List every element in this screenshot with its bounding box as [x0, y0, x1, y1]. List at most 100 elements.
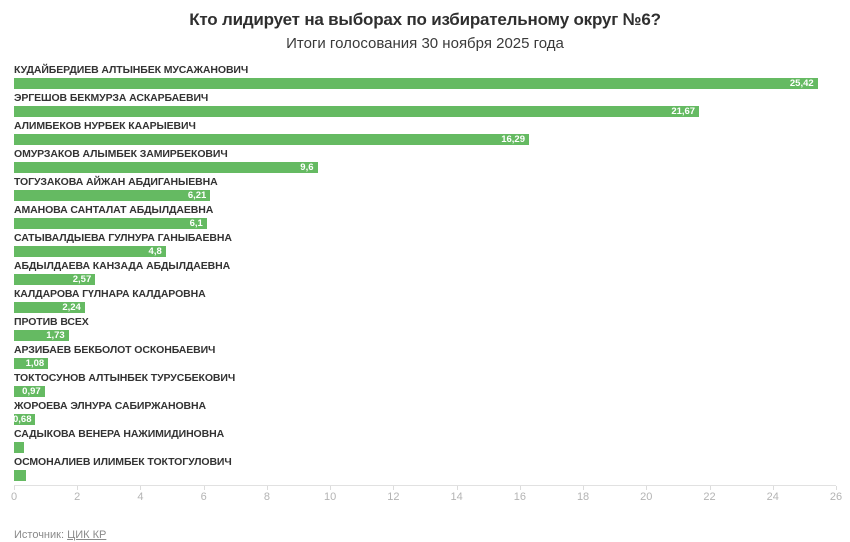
candidate-label: САДЫКОВА ВЕНЕРА НАЖИМИДИНОВНА [14, 428, 225, 440]
x-axis-tick-mark [203, 486, 205, 490]
x-axis: 0 2 4 6 8 10 12 14 16 18 20 22 24 26 [11, 485, 842, 508]
candidate-label: АМАНОВА САНТАЛАТ АБДЫЛДАЕВНА [14, 204, 214, 216]
bar-row: ТОГУЗАКОВА АЙЖАН АБДИГАНЫЕВНА 6,21 [14, 176, 836, 204]
bar-row: АБДЫЛДАЕВА КАНЗАДА АБДЫЛДАЕВНА 2,57 [14, 260, 836, 288]
bar-chart: КУДАЙБЕРДИЕВ АЛТЫНБЕК МУСАЖАНОВИЧ 25,42 … [11, 64, 842, 508]
chart-header: Кто лидирует на выборах по избирательном… [0, 0, 850, 53]
x-axis-tick-mark [709, 486, 711, 490]
bars-area: КУДАЙБЕРДИЕВ АЛТЫНБЕК МУСАЖАНОВИЧ 25,42 … [12, 64, 836, 484]
bar-value-label: 2,57 [72, 274, 92, 285]
x-axis-tick-label: 8 [263, 491, 270, 503]
bar-track: 16,29 [14, 134, 836, 145]
x-axis-tick-mark [519, 486, 521, 490]
x-axis-tick-label: 18 [576, 491, 590, 503]
bar-row: АРЗИБАЕВ БЕКБОЛОТ ОСКОНБАЕВИЧ 1,08 [14, 344, 836, 372]
candidate-label: ОМУРЗАКОВ АЛЫМБЕК ЗАМИРБЕКОВИЧ [14, 148, 228, 160]
x-axis-tick-label: 20 [640, 491, 653, 503]
candidate-label: ТОКТОСУНОВ АЛТЫНБЕК ТУРУСБЕКОВИЧ [14, 372, 236, 384]
x-axis-tick-label: 22 [703, 491, 716, 503]
bar-value-label: 6,1 [189, 218, 203, 229]
candidate-label: ПРОТИВ ВСЕХ [14, 316, 89, 328]
x-axis-tick-mark [646, 486, 648, 490]
bar: 2,57 [14, 274, 96, 285]
candidate-label: ЖОРОЕВА ЭЛНУРА САБИРЖАНОВНА [14, 400, 206, 412]
bar-row: САДЫКОВА ВЕНЕРА НАЖИМИДИНОВНА [14, 428, 836, 456]
bar: 6,21 [14, 190, 211, 201]
candidate-label: ЭРГЕШОВ БЕКМУРЗА АСКАРБАЕВИЧ [14, 92, 209, 104]
bar-track: 9,6 [14, 162, 836, 173]
bar-value-label: 9,6 [300, 162, 314, 173]
bar: 21,67 [14, 106, 700, 117]
bar-value-label: 1,73 [46, 330, 65, 341]
bar-value-label: 0,68 [12, 414, 32, 425]
bar-track: 25,42 [14, 78, 836, 89]
candidate-label: ОСМОНАЛИЕВ ИЛИМБЕК ТОКТОГУЛОВИЧ [14, 456, 232, 468]
candidate-label: САТЫВАЛДЫЕВА ГУЛНУРА ГАНЫБАЕВНА [14, 232, 232, 244]
source-label: Источник: ЦИК КР [14, 528, 850, 542]
bar-row: ОМУРЗАКОВ АЛЫМБЕК ЗАМИРБЕКОВИЧ 9,6 [14, 148, 836, 176]
bar-track [14, 470, 836, 481]
source-prefix: Источник: [14, 529, 65, 541]
bar-row: САТЫВАЛДЫЕВА ГУЛНУРА ГАНЫБАЕВНА 4,8 [14, 232, 836, 260]
candidate-label: ТОГУЗАКОВА АЙЖАН АБДИГАНЫЕВНА [14, 176, 218, 188]
bar-value-label: 6,21 [187, 190, 207, 201]
bar: 2,24 [14, 302, 85, 313]
x-axis-tick-mark [583, 486, 585, 490]
bar-row: ОСМОНАЛИЕВ ИЛИМБЕК ТОКТОГУЛОВИЧ [14, 456, 836, 484]
bar-row: КУДАЙБЕРДИЕВ АЛТЫНБЕК МУСАЖАНОВИЧ 25,42 [14, 64, 836, 92]
candidate-label: АРЗИБАЕВ БЕКБОЛОТ ОСКОНБАЕВИЧ [14, 344, 216, 356]
bar: 16,29 [14, 134, 529, 145]
x-axis-tick-mark [14, 486, 15, 490]
bar [14, 442, 25, 453]
bar-value-label: 0,97 [22, 386, 41, 397]
bar-track: 4,8 [14, 246, 836, 257]
bar-track [14, 442, 836, 453]
bar-value-label: 1,08 [25, 358, 45, 369]
bar: 1,73 [14, 330, 69, 341]
candidate-label: АЛИМБЕКОВ НУРБЕК КААРЫЕВИЧ [14, 120, 196, 132]
bar-row: ЭРГЕШОВ БЕКМУРЗА АСКАРБАЕВИЧ 21,67 [14, 92, 836, 120]
x-axis-tick-label: 24 [766, 491, 779, 503]
bar: 1,08 [14, 358, 49, 369]
x-axis-tick-mark [266, 486, 268, 490]
bar-value-label: 4,8 [148, 246, 162, 257]
bar-track: 21,67 [14, 106, 836, 117]
x-axis-tick-mark [77, 486, 79, 490]
bar [14, 470, 26, 481]
bar-track: 1,73 [14, 330, 836, 341]
x-axis-tick-mark [393, 486, 395, 490]
bar: 0,68 [12, 414, 36, 425]
bar: 0,97 [14, 386, 45, 397]
bar-track: 2,24 [14, 302, 836, 313]
chart-subtitle: Итоги голосования 30 ноября 2025 года [286, 35, 564, 52]
x-axis-tick-label: 12 [387, 491, 400, 503]
bar-row: АЛИМБЕКОВ НУРБЕК КААРЫЕВИЧ 16,29 [14, 120, 836, 148]
bar: 4,8 [14, 246, 166, 257]
x-axis-tick-mark [456, 486, 458, 490]
candidate-label: АБДЫЛДАЕВА КАНЗАДА АБДЫЛДАЕВНА [14, 260, 231, 272]
candidate-label: КАЛДАРОВА ГҮЛНАРА КАЛДАРОВНА [14, 288, 206, 300]
x-axis-tick-mark [140, 486, 142, 490]
candidate-label: КУДАЙБЕРДИЕВ АЛТЫНБЕК МУСАЖАНОВИЧ [14, 64, 249, 76]
bar-track: 0,97 [14, 386, 836, 397]
bar-track: 6,1 [14, 218, 836, 229]
x-axis-tick-label: 16 [513, 491, 526, 503]
bar-value-label: 16,29 [501, 134, 525, 145]
source-link[interactable]: ЦИК КР [67, 529, 107, 541]
bar-value-label: 25,42 [789, 78, 814, 89]
chart-title: Кто лидирует на выборах по избирательном… [189, 10, 661, 29]
x-axis-tick-mark [772, 486, 774, 490]
bar-row: ПРОТИВ ВСЕХ 1,73 [14, 316, 836, 344]
bar-row: АМАНОВА САНТАЛАТ АБДЫЛДАЕВНА 6,1 [14, 204, 836, 232]
x-axis-tick-label: 26 [829, 491, 843, 503]
x-axis-tick-label: 6 [200, 491, 207, 503]
bar-track: 0,68 [12, 414, 836, 425]
bar-row: ТОКТОСУНОВ АЛТЫНБЕК ТУРУСБЕКОВИЧ 0,97 [14, 372, 836, 400]
bar-value-label: 2,24 [62, 302, 81, 313]
x-axis-tick-label: 4 [137, 491, 144, 503]
x-axis-tick-label: 2 [74, 491, 81, 503]
x-axis-tick-label: 14 [450, 491, 463, 503]
bar: 25,42 [14, 78, 818, 89]
bar-value-label: 21,67 [671, 106, 696, 117]
bar-row: КАЛДАРОВА ГҮЛНАРА КАЛДАРОВНА 2,24 [14, 288, 836, 316]
